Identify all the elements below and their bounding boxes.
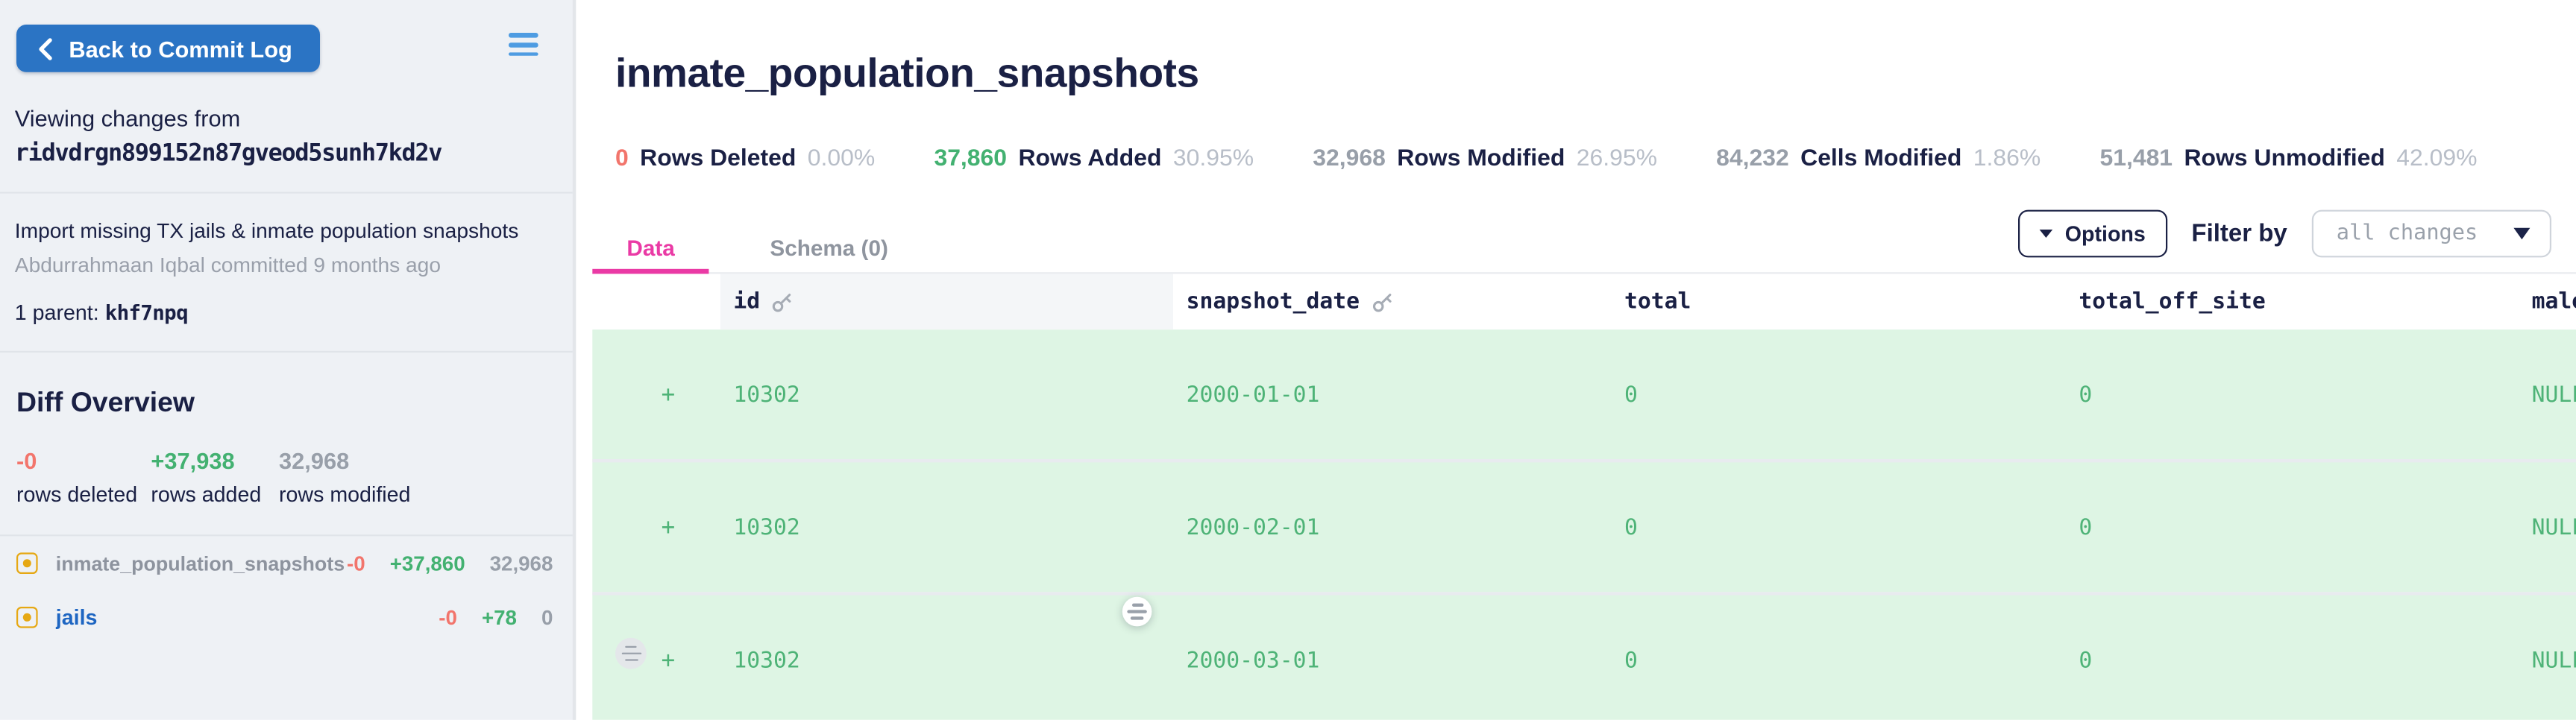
diff-table: id snapshot_date total: [592, 274, 2576, 720]
table-name-link[interactable]: jails: [55, 604, 98, 630]
added-row: + 10302 2000-02-01 0 0 NULL: [592, 459, 2576, 593]
table-stats: -0 +78 0: [439, 605, 553, 629]
column-header-total[interactable]: total: [1624, 288, 1691, 315]
parent-hash-link[interactable]: khf7npq: [104, 300, 189, 325]
cell-total-off-site: 0: [2079, 381, 2093, 408]
commit-card: Import missing TX jails & inmate populat…: [0, 192, 573, 353]
diff-stats-row: 0 Rows Deleted 0.00% 37,860 Rows Added 3…: [615, 146, 2477, 172]
stat-cells-modified: 84,232 Cells Modified 1.86%: [1716, 145, 2041, 172]
table-stats: -0 +37,860 32,968: [347, 552, 553, 575]
diff-overview: Diff Overview -0 rows deleted +37,938 ro…: [16, 387, 553, 507]
stat-rows-modified: 32,968 Rows Modified 26.95%: [1313, 145, 1657, 172]
column-header-total-off-site[interactable]: total_off_site: [2079, 288, 2266, 315]
filter-dropdown[interactable]: all changes: [2311, 209, 2551, 258]
cell-total: 0: [1624, 381, 1638, 408]
menu-icon[interactable]: [509, 33, 538, 57]
tab-bar: Data Schema (0): [592, 227, 2576, 274]
cell-id: 10302: [733, 646, 800, 674]
table-list-item-inmate-population-snapshots[interactable]: inmate_population_snapshots -0 +37,860 3…: [0, 536, 573, 590]
column-header-snapshot-date[interactable]: snapshot_date: [1173, 274, 1611, 329]
cell-id: 10302: [733, 381, 800, 408]
commit-hash: ridvdrgn899152n87gveod5sunh7kd2v: [14, 141, 443, 168]
header-gutter: [592, 274, 720, 329]
row-added-marker: +: [661, 646, 676, 674]
stat-rows-modified: 32,968 rows modified: [279, 447, 411, 507]
table-modified-icon: [16, 552, 38, 574]
cell-snapshot-date: 2000-01-01: [1186, 381, 1320, 408]
filter-by-label: Filter by: [2191, 219, 2287, 248]
options-button-label: Options: [2064, 221, 2146, 246]
diff-table-section: Data Schema (0) id snapshot_date: [592, 227, 2576, 720]
cell-total-off-site: 0: [2079, 514, 2093, 540]
commit-author-line: Abdurrahmaan Iqbal committed 9 months ag…: [14, 252, 442, 277]
commit-message: Import missing TX jails & inmate populat…: [14, 218, 519, 243]
stat-rows-unmodified: 51,481 Rows Unmodified 42.09%: [2099, 145, 2478, 172]
table-list-item-jails[interactable]: jails -0 +78 0: [0, 590, 573, 645]
menu-lines-icon: [621, 645, 641, 662]
added-row: + 10302 2000-01-01 0 0 NULL: [592, 329, 2576, 459]
commit-parent-line: 1 parent: khf7npq: [15, 300, 558, 325]
caret-down-icon: [2038, 230, 2052, 238]
column-header-male[interactable]: male: [2531, 288, 2576, 315]
chevron-left-icon: [38, 37, 53, 60]
cell-snapshot-date: 2000-02-01: [1186, 514, 1320, 540]
stat-rows-added: 37,860 Rows Added 30.95%: [934, 145, 1254, 172]
cell-options-menu-button[interactable]: [1122, 596, 1152, 627]
options-button[interactable]: Options: [2017, 209, 2167, 258]
primary-key-icon: [1371, 291, 1392, 313]
back-button-label: Back to Commit Log: [69, 35, 292, 62]
cell-total-off-site: 0: [2079, 646, 2093, 674]
cell-male: NULL: [2531, 381, 2576, 408]
cell-total: 0: [1624, 646, 1638, 674]
main-panel: inmate_population_snapshots 0 Rows Delet…: [579, 0, 2576, 720]
tab-schema[interactable]: Schema (0): [770, 236, 888, 261]
stat-rows-deleted: 0 Rows Deleted 0.00%: [615, 145, 876, 172]
cell-snapshot-date: 2000-03-01: [1186, 646, 1320, 674]
row-added-marker: +: [661, 381, 676, 408]
filter-dropdown-value: all changes: [2336, 221, 2478, 246]
table-header-row: id snapshot_date total: [592, 274, 2576, 330]
dropdown-arrow-icon: [2513, 227, 2531, 240]
stat-rows-deleted: -0 rows deleted: [16, 447, 138, 507]
table-controls: Options Filter by all changes: [2017, 209, 2551, 258]
column-header-id[interactable]: id: [720, 274, 1173, 330]
row-options-menu-button[interactable]: [615, 637, 647, 669]
sidebar: Back to Commit Log Viewing changes from …: [0, 0, 577, 720]
diff-overview-title: Diff Overview: [16, 387, 195, 418]
stat-rows-added: +37,938 rows added: [151, 447, 262, 507]
cell-total: 0: [1624, 514, 1638, 540]
row-added-marker: +: [661, 514, 676, 540]
parent-label: 1 parent:: [14, 300, 99, 325]
added-row: + 10302 2000-03-01 0 0 NULL: [592, 592, 2576, 720]
cell-male: NULL: [2531, 514, 2576, 540]
viewing-changes-block: Viewing changes from ridvdrgn899152n87gv…: [15, 105, 559, 168]
viewing-changes-label: Viewing changes from: [14, 104, 241, 131]
changed-tables-list: inmate_population_snapshots -0 +37,860 3…: [0, 534, 573, 644]
table-name[interactable]: inmate_population_snapshots: [55, 552, 345, 575]
page-title: inmate_population_snapshots: [615, 51, 1199, 97]
menu-lines-icon: [1127, 603, 1147, 620]
cell-id: 10302: [733, 514, 800, 540]
table-modified-icon: [16, 607, 38, 628]
cell-male: NULL: [2531, 646, 2576, 674]
diff-overview-stats: -0 rows deleted +37,938 rows added 32,96…: [16, 448, 553, 507]
back-to-commit-log-button[interactable]: Back to Commit Log: [16, 25, 321, 72]
tab-data[interactable]: Data: [592, 227, 710, 274]
primary-key-icon: [772, 291, 794, 313]
